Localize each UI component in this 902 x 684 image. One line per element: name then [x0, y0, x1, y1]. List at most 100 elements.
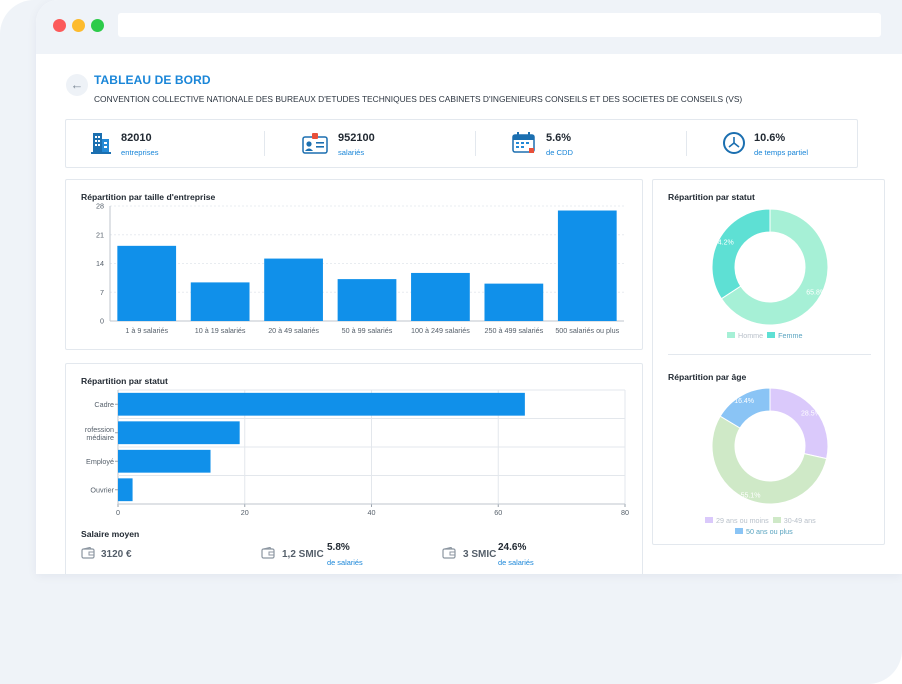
- legend-swatch-age-b: [772, 517, 781, 523]
- salary-title: Salaire moyen: [81, 529, 140, 539]
- slice-label: 16.4%: [734, 398, 754, 405]
- age-legend-2: 50 ans ou plus: [735, 527, 793, 536]
- calendar-icon: [512, 132, 535, 153]
- wallet-icon: [442, 547, 456, 559]
- y-tick-label: Cadre: [94, 400, 114, 409]
- salary-smic2: 3 SMIC 24.6% de salariés: [442, 539, 612, 569]
- slice-label: 34.2%: [714, 239, 734, 246]
- wallet-icon: [261, 547, 275, 559]
- donut-slice: [711, 208, 771, 300]
- stat-label: de CDD: [546, 148, 574, 157]
- x-tick-label: 40: [368, 508, 376, 517]
- y-tick-label: 28: [96, 202, 104, 211]
- id-card-icon: [302, 133, 328, 154]
- stat-cdd: 5.6% de CDD: [512, 120, 662, 167]
- y-tick-label: 7: [100, 288, 104, 297]
- salary-smic1: 1,2 SMIC 5.8% de salariés: [261, 539, 431, 569]
- size-bar-chart: 0 7 14 21 28 1 à 9 salariés 10 à 19 salariés 20…: [96, 202, 624, 335]
- stat-entreprises: 82010 entreprises: [90, 120, 240, 167]
- age-donut-chart: 28.5% 55.1% 16.4%: [711, 387, 829, 505]
- y-tick-label: Employé: [86, 457, 114, 466]
- stats-bar: 82010 entreprises 952100 salariés: [65, 119, 858, 168]
- statut-legend: Homme Femme: [727, 331, 803, 340]
- maximize-window-dot[interactable]: [91, 19, 104, 32]
- divider: [668, 354, 871, 355]
- smic2-label: de salariés: [498, 558, 534, 567]
- address-bar[interactable]: [118, 13, 881, 37]
- legend-swatch-femme: [767, 332, 776, 338]
- y-tick-label: rofession: [85, 425, 114, 434]
- divider: [475, 131, 476, 156]
- donut-slice: [769, 387, 829, 460]
- divider: [686, 131, 687, 156]
- stat-value: 952100: [338, 132, 375, 144]
- pie-statut-title: Répartition par statut: [668, 192, 755, 202]
- building-icon: [91, 133, 111, 154]
- age-title: Répartition par âge: [668, 372, 747, 382]
- x-tick-label: 250 à 499 salariés: [484, 326, 543, 335]
- bar: [411, 272, 470, 321]
- y-tick-label: médiaire: [86, 433, 114, 442]
- legend-swatch-homme: [727, 332, 735, 338]
- smic1-pct: 5.8%: [327, 542, 350, 553]
- legend-age-c[interactable]: 50 ans ou plus: [746, 527, 793, 536]
- x-tick-label: 50 à 99 salariés: [342, 326, 393, 335]
- stat-value: 5.6%: [546, 132, 572, 144]
- x-tick-label: 80: [621, 508, 629, 517]
- bar: [264, 258, 323, 321]
- page-title: TABLEAU DE BORD: [94, 73, 211, 87]
- stat-label: entreprises: [121, 148, 159, 157]
- x-tick-label: 0: [116, 508, 120, 517]
- bar: [190, 282, 250, 321]
- legend-femme[interactable]: Femme: [778, 331, 803, 340]
- divider: [264, 131, 265, 156]
- donut-slice: [711, 415, 828, 505]
- size-chart-panel: Répartition par taille d'entreprise 0 7 14…: [65, 179, 643, 350]
- statut-donut-chart: 65.8% 34.2%: [711, 208, 829, 326]
- bar: [118, 421, 240, 445]
- legend-age-a[interactable]: 29 ans ou moins: [716, 516, 769, 525]
- bar: [484, 283, 544, 321]
- close-window-dot[interactable]: [53, 19, 66, 32]
- donut-slice: [720, 208, 829, 326]
- stat-value: 82010: [121, 132, 152, 144]
- y-tick-label: 0: [100, 317, 104, 326]
- y-tick-label: 14: [96, 259, 104, 268]
- legend-homme[interactable]: Homme: [738, 331, 764, 340]
- stat-salaries: 952100 salariés: [302, 120, 452, 167]
- salary-average: 3120 €: [81, 544, 231, 574]
- stat-label: de temps partiel: [754, 148, 809, 157]
- slice-label: 55.1%: [741, 492, 761, 499]
- bar: [337, 279, 397, 321]
- bar: [117, 245, 177, 321]
- bar: [557, 210, 617, 321]
- legend-swatch-age-a: [705, 517, 713, 523]
- arrow-left-icon[interactable]: ←: [66, 74, 88, 96]
- browser-window: ← TABLEAU DE BORD CONVENTION COLLECTIVE …: [36, 0, 902, 574]
- x-tick-label: 20 à 49 salariés: [268, 326, 319, 335]
- statut-chart-title: Répartition par statut: [81, 376, 168, 386]
- dashboard: ← TABLEAU DE BORD CONVENTION COLLECTIVE …: [48, 54, 902, 574]
- x-tick-label: 500 salariés ou plus: [555, 326, 619, 335]
- salary-value: 3120 €: [101, 549, 132, 560]
- pies-panel: Répartition par statut 65.8% 34.2% Homme …: [652, 179, 885, 545]
- donut-slice: [719, 387, 771, 429]
- size-chart-title: Répartition par taille d'entreprise: [81, 192, 216, 202]
- y-tick-label: Ouvrier: [90, 485, 114, 494]
- bar: [118, 392, 525, 416]
- browser-chrome: [36, 0, 902, 54]
- minimize-window-dot[interactable]: [72, 19, 85, 32]
- smic1-label: de salariés: [327, 558, 363, 567]
- stat-temps-partiel: 10.6% de temps partiel: [722, 120, 852, 167]
- clock-icon: [723, 132, 745, 154]
- legend-age-b[interactable]: 30-49 ans: [783, 516, 816, 525]
- y-tick-label: 21: [96, 230, 104, 239]
- smic2-pct: 24.6%: [498, 542, 527, 553]
- slice-label: 28.5%: [801, 411, 821, 418]
- smic1-value: 1,2 SMIC: [282, 549, 324, 560]
- smic2-value: 3 SMIC: [463, 549, 497, 560]
- x-tick-label: 100 à 249 salariés: [411, 326, 470, 335]
- x-tick-label: 10 à 19 salariés: [195, 326, 246, 335]
- bar: [118, 449, 211, 473]
- x-tick-label: 1 à 9 salariés: [125, 326, 168, 335]
